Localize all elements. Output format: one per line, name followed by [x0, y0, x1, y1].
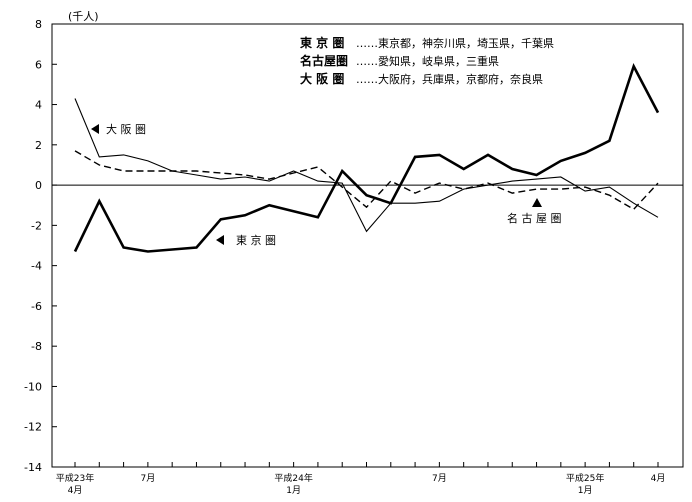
plot-frame — [51, 23, 684, 468]
series-line-2 — [74, 150, 659, 211]
y-tick-label: -12 — [24, 421, 42, 434]
x-tick-label: 平成25年 — [566, 472, 604, 484]
y-tick-label: 0 — [35, 179, 42, 192]
legend-description: ……東京都，神奈川県，埼玉県，千葉県 — [356, 36, 554, 50]
axes — [51, 23, 684, 468]
legend-name: 大 阪 圏 — [300, 71, 344, 86]
y-tick-label: -10 — [24, 380, 42, 393]
legend-description: ……愛知県，岐阜県，三重県 — [356, 54, 499, 68]
legend-name: 名古屋圏 — [300, 53, 348, 68]
series-line-3 — [74, 98, 659, 233]
x-tick-label-line2: 4月 — [68, 485, 83, 496]
annotation-label: 大 阪 圏 — [106, 122, 146, 136]
annotation-arrow-icon — [216, 235, 224, 245]
y-tick-label: -8 — [31, 340, 42, 353]
y-tick-label: -14 — [24, 461, 42, 474]
series-line-1 — [73, 62, 660, 253]
x-tick-label: 4月 — [651, 473, 666, 484]
y-tick-label: 8 — [35, 18, 42, 31]
x-tick-label: 平成24年 — [274, 472, 312, 484]
annotation-arrow-icon — [91, 124, 99, 134]
y-tick-label: -6 — [31, 300, 42, 313]
x-tick-label-line2: 1月 — [578, 485, 593, 496]
legend-name: 東 京 圏 — [300, 35, 344, 50]
annotations: 大 阪 圏東 京 圏 名 古 屋 圏 — [91, 122, 562, 247]
y-tick-label: -4 — [31, 260, 42, 273]
x-tick-label: 平成23年 — [56, 472, 94, 484]
x-tick-label: 7月 — [141, 473, 156, 484]
y-tick-label: 6 — [35, 58, 42, 71]
legend-description: ……大阪府，兵庫県，京都府，奈良県 — [356, 72, 543, 86]
annotation-arrow-icon — [532, 198, 542, 207]
y-tick-label: -2 — [31, 219, 42, 232]
y-tick-label: 4 — [35, 99, 42, 112]
annotation-label: 名 古 屋 圏 — [507, 211, 562, 225]
annotation-label: 東 京 圏 — [236, 233, 276, 247]
x-tick-label: 7月 — [432, 473, 447, 484]
x-tick-label-line2: 1月 — [286, 485, 301, 496]
y-axis-ticks: 8 6 4 2 0 -2 -4 -6 -8 -10 -12 -14 — [24, 18, 57, 474]
y-tick-label: 2 — [35, 139, 42, 152]
unit-label: (千人) — [68, 10, 99, 23]
series-lines — [73, 62, 660, 253]
